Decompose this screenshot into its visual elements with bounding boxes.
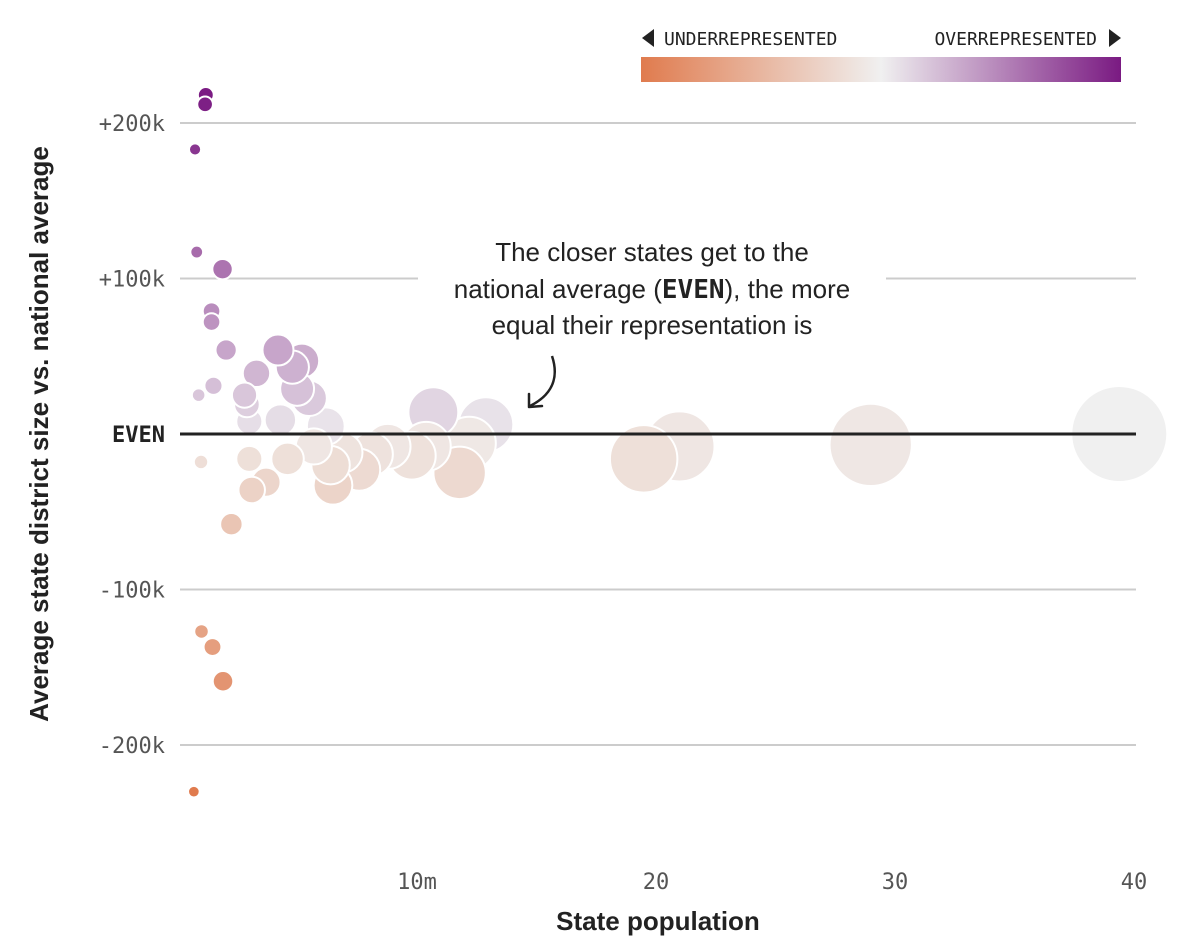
state-bubble bbox=[270, 441, 305, 477]
annotation-line-2: national average (EVEN), the more bbox=[454, 274, 850, 305]
state-bubble bbox=[241, 358, 272, 389]
state-bubble bbox=[219, 511, 244, 537]
color-legend: UNDERREPRESENTED OVERREPRESENTED bbox=[641, 29, 1121, 82]
state-bubble bbox=[196, 95, 214, 114]
state-bubble bbox=[263, 403, 298, 437]
x-tick-label: 30 bbox=[882, 870, 909, 895]
y-tick-labels: +200k +100k EVEN -100k -200k bbox=[99, 112, 165, 759]
state-bubble bbox=[193, 623, 210, 640]
x-tick-labels: 10m 20 30 40 bbox=[397, 870, 1147, 895]
x-tick-label: 10m bbox=[397, 870, 437, 895]
state-bubble bbox=[203, 375, 224, 396]
left-arrow-icon bbox=[642, 29, 654, 47]
x-tick-label: 20 bbox=[643, 870, 670, 895]
x-axis-title: State population bbox=[556, 906, 760, 936]
state-bubble bbox=[230, 381, 259, 409]
state-bubble bbox=[192, 453, 210, 471]
annotation-line-1: The closer states get to the bbox=[495, 237, 809, 267]
state-bubble bbox=[201, 312, 222, 332]
state-bubble bbox=[202, 637, 223, 657]
annotation-line-3: equal their representation is bbox=[492, 310, 813, 340]
state-bubble bbox=[211, 257, 234, 281]
state-bubble bbox=[261, 333, 295, 367]
annotation-background bbox=[418, 234, 886, 346]
y-tick-label: +200k bbox=[99, 112, 165, 137]
y-tick-even: EVEN bbox=[112, 423, 165, 448]
state-bubble bbox=[237, 475, 266, 505]
state-bubble bbox=[190, 387, 207, 403]
y-tick-label: -100k bbox=[99, 579, 165, 604]
y-axis-title: Average state district size vs. national… bbox=[24, 146, 54, 722]
legend-over-label: OVERREPRESENTED bbox=[934, 29, 1097, 50]
legend-under-label: UNDERREPRESENTED bbox=[664, 29, 837, 50]
state-bubble bbox=[214, 338, 238, 362]
state-bubble bbox=[187, 784, 201, 799]
state-bubble bbox=[828, 402, 913, 488]
legend-gradient-bar bbox=[641, 57, 1121, 82]
state-bubble bbox=[235, 444, 264, 473]
annotation-arrow bbox=[529, 355, 557, 408]
y-tick-label: +100k bbox=[99, 268, 165, 293]
annotation: The closer states get to the national av… bbox=[418, 234, 886, 346]
right-arrow-icon bbox=[1109, 29, 1121, 47]
grid-lines bbox=[180, 122, 1136, 746]
state-bubble bbox=[187, 142, 203, 157]
y-tick-label: -200k bbox=[99, 734, 165, 759]
arrow-head-icon bbox=[527, 392, 544, 409]
x-tick-label: 40 bbox=[1121, 870, 1148, 895]
state-bubble bbox=[189, 244, 205, 260]
state-bubble bbox=[608, 424, 679, 494]
state-bubble bbox=[211, 669, 235, 693]
bubbles bbox=[187, 86, 1169, 799]
